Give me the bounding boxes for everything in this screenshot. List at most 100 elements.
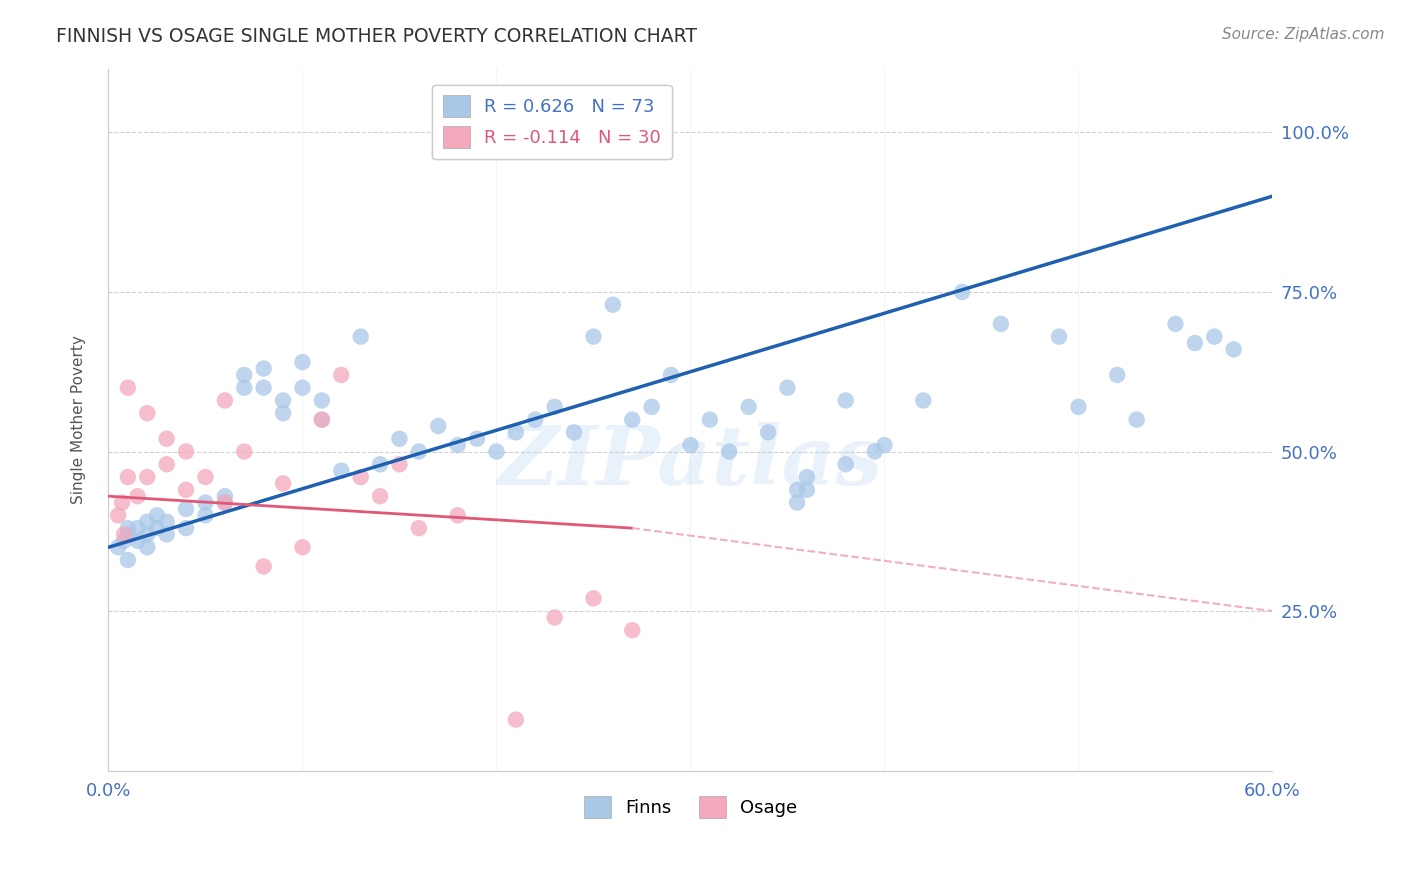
Point — [834, 393, 856, 408]
Point — [1107, 368, 1129, 382]
Point — [1204, 329, 1226, 343]
Point — [796, 470, 818, 484]
Point — [311, 412, 333, 426]
Point — [1164, 317, 1187, 331]
Point — [368, 458, 391, 472]
Point — [465, 432, 488, 446]
Point — [544, 400, 567, 414]
Point — [990, 317, 1012, 331]
Point — [253, 361, 276, 376]
Point — [950, 285, 973, 299]
Point — [330, 368, 353, 382]
Point — [291, 541, 314, 555]
Point — [214, 489, 236, 503]
Point — [544, 610, 567, 624]
Point — [505, 425, 527, 440]
Point — [1047, 329, 1070, 343]
Point — [350, 470, 373, 484]
Point — [427, 419, 450, 434]
Point — [136, 406, 159, 420]
Point — [117, 521, 139, 535]
Point — [1067, 400, 1090, 414]
Point — [408, 521, 430, 535]
Point — [834, 458, 856, 472]
Text: Source: ZipAtlas.com: Source: ZipAtlas.com — [1222, 27, 1385, 42]
Point — [233, 381, 256, 395]
Point — [621, 624, 644, 638]
Point — [136, 527, 159, 541]
Point — [368, 489, 391, 503]
Point — [156, 527, 179, 541]
Point — [271, 476, 294, 491]
Point — [174, 483, 197, 497]
Point — [214, 495, 236, 509]
Point — [291, 355, 314, 369]
Point — [194, 470, 217, 484]
Point — [718, 444, 741, 458]
Point — [194, 508, 217, 523]
Point — [640, 400, 662, 414]
Point — [447, 508, 470, 523]
Point — [1184, 336, 1206, 351]
Point — [111, 495, 134, 509]
Point — [156, 458, 179, 472]
Point — [388, 458, 411, 472]
Point — [146, 521, 169, 535]
Point — [602, 298, 624, 312]
Point — [174, 521, 197, 535]
Point — [253, 381, 276, 395]
Point — [524, 412, 547, 426]
Point — [146, 508, 169, 523]
Point — [127, 521, 149, 535]
Point — [912, 393, 935, 408]
Point — [107, 508, 129, 523]
Point — [112, 527, 135, 541]
Point — [311, 412, 333, 426]
Point — [214, 393, 236, 408]
Point — [117, 381, 139, 395]
Point — [291, 381, 314, 395]
Point — [505, 713, 527, 727]
Point — [582, 329, 605, 343]
Point — [136, 470, 159, 484]
Y-axis label: Single Mother Poverty: Single Mother Poverty — [72, 335, 86, 504]
Point — [737, 400, 759, 414]
Point — [233, 444, 256, 458]
Point — [786, 483, 808, 497]
Point — [214, 495, 236, 509]
Point — [271, 393, 294, 408]
Point — [756, 425, 779, 440]
Point — [117, 470, 139, 484]
Point — [447, 438, 470, 452]
Legend: Finns, Osage: Finns, Osage — [576, 789, 804, 825]
Point — [679, 438, 702, 452]
Point — [127, 533, 149, 548]
Point — [112, 533, 135, 548]
Point — [582, 591, 605, 606]
Point — [136, 541, 159, 555]
Point — [174, 502, 197, 516]
Point — [485, 444, 508, 458]
Point — [117, 527, 139, 541]
Point — [194, 495, 217, 509]
Point — [873, 438, 896, 452]
Point — [311, 393, 333, 408]
Point — [233, 368, 256, 382]
Point — [136, 515, 159, 529]
Point — [699, 412, 721, 426]
Point — [562, 425, 585, 440]
Point — [174, 444, 197, 458]
Point — [350, 329, 373, 343]
Point — [408, 444, 430, 458]
Point — [776, 381, 799, 395]
Point — [253, 559, 276, 574]
Point — [330, 464, 353, 478]
Point — [1125, 412, 1147, 426]
Point — [156, 515, 179, 529]
Point — [796, 483, 818, 497]
Point — [863, 444, 886, 458]
Point — [786, 495, 808, 509]
Point — [117, 553, 139, 567]
Text: FINNISH VS OSAGE SINGLE MOTHER POVERTY CORRELATION CHART: FINNISH VS OSAGE SINGLE MOTHER POVERTY C… — [56, 27, 697, 45]
Text: ZIPatlas: ZIPatlas — [498, 422, 883, 501]
